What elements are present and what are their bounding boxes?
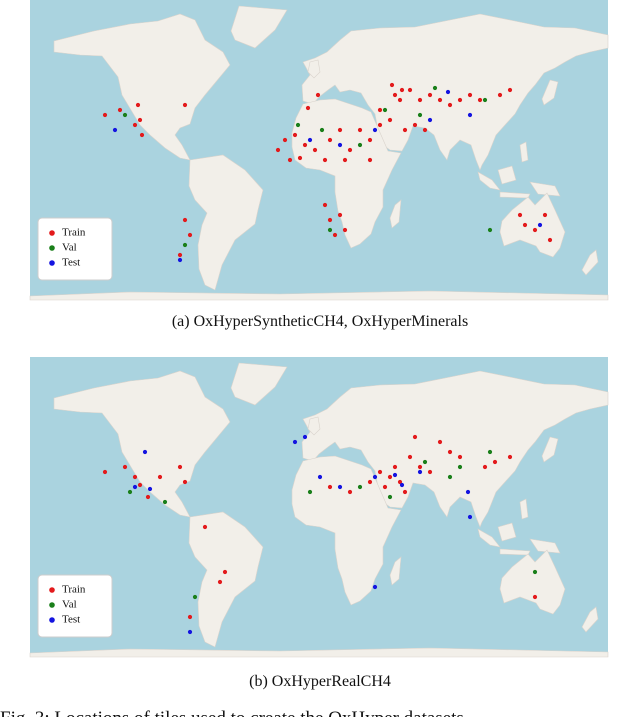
legend-label: Val xyxy=(62,242,77,254)
val-points xyxy=(127,449,538,600)
test-points xyxy=(132,434,473,635)
legend-label: Val xyxy=(62,599,77,611)
val-points xyxy=(122,85,493,248)
panel-caption: (b) OxHyperRealCH4 xyxy=(249,673,391,690)
train-points xyxy=(102,82,553,258)
legend-marker xyxy=(49,617,55,623)
map-panel-a: Train Val Test xyxy=(29,0,609,301)
legend-label: Test xyxy=(62,257,80,269)
legend-marker xyxy=(49,587,55,593)
legend-label: Test xyxy=(62,614,80,626)
legend-marker xyxy=(49,230,55,236)
legend-marker xyxy=(49,602,55,608)
legend-box xyxy=(37,217,113,281)
test-points xyxy=(112,89,543,263)
legend-label: Train xyxy=(62,584,86,596)
legend-label: Train xyxy=(62,227,86,239)
world-map xyxy=(29,0,609,301)
map-panel-b: Train Val Test xyxy=(29,356,609,658)
legend-box xyxy=(37,574,113,638)
train-points xyxy=(102,434,538,620)
figure-caption: Fig. 3: Locations of tiles used to creat… xyxy=(0,708,464,717)
world-map xyxy=(29,356,609,658)
legend-marker xyxy=(49,245,55,251)
legend-marker xyxy=(49,260,55,266)
panel-caption: (a) OxHyperSyntheticCH4, OxHyperMinerals xyxy=(172,313,468,330)
